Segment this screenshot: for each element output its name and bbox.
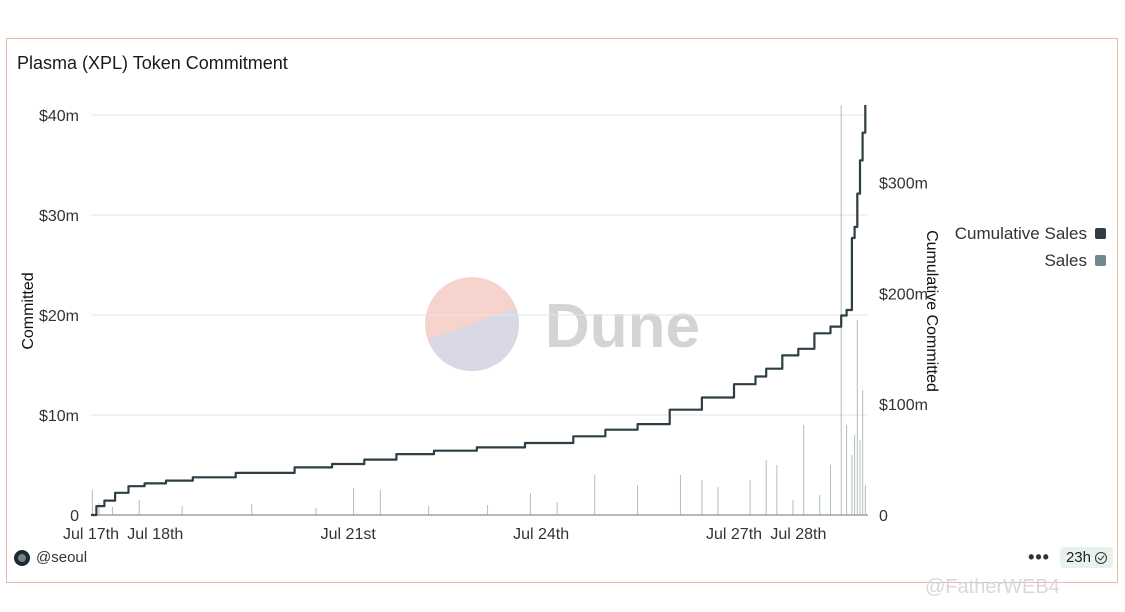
author-name: @seoul [36, 549, 88, 566]
refresh-age: 23h [1065, 549, 1091, 566]
right-tick-label: 0 [879, 508, 888, 525]
left-tick-label: $30m [39, 208, 79, 225]
right-tick-label: $100m [879, 397, 928, 414]
right-axis-title: Cumulative Committed [923, 230, 940, 392]
x-tick-label: Jul 21st [321, 526, 377, 543]
legend-swatch [1095, 255, 1106, 266]
check-circle-icon [1095, 551, 1107, 564]
left-tick-label: 0 [70, 508, 79, 525]
legend-swatch [1095, 228, 1106, 239]
x-tick-label: Jul 17th [63, 526, 119, 543]
dune-watermark-text: Dune [545, 292, 700, 361]
dune-logo-icon [14, 549, 30, 566]
legend: Cumulative Sales Sales [936, 220, 1106, 274]
legend-item-cumulative[interactable]: Cumulative Sales [936, 220, 1106, 247]
left-tick-label: $40m [39, 108, 79, 125]
more-options-icon[interactable]: ••• [1028, 547, 1050, 567]
overlay-watermark: @FatherWEB4 [925, 576, 1060, 598]
left-tick-label: $10m [39, 408, 79, 425]
legend-label: Sales [1044, 250, 1087, 270]
left-axis-title: Committed [20, 272, 37, 349]
x-tick-label: Jul 28th [770, 526, 826, 543]
x-tick-label: Jul 24th [513, 526, 569, 543]
cumulative-sales-line[interactable] [91, 105, 867, 517]
chart-title: Plasma (XPL) Token Commitment [17, 53, 288, 73]
footer-controls: ••• 23h [1028, 547, 1113, 568]
right-tick-label: $200m [879, 286, 928, 303]
legend-item-sales[interactable]: Sales [936, 247, 1106, 274]
dune-watermark-shade [427, 307, 519, 371]
legend-label: Cumulative Sales [954, 223, 1087, 243]
left-tick-label: $20m [39, 308, 79, 325]
right-tick-label: $300m [879, 176, 928, 193]
refresh-badge[interactable]: 23h [1059, 547, 1113, 568]
author-link[interactable]: @seoul [14, 549, 87, 566]
chart-card: Plasma (XPL) Token Commitment [6, 38, 1118, 583]
x-tick-label: Jul 18th [127, 526, 183, 543]
x-tick-label: Jul 27th [706, 526, 762, 543]
